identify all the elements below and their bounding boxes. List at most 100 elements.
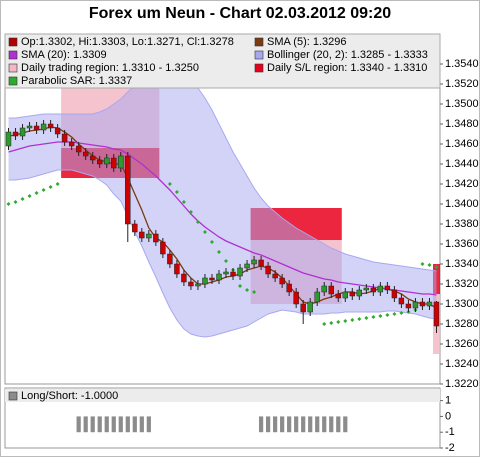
bar	[343, 416, 348, 433]
candle-body	[61, 133, 68, 143]
candle-body	[286, 283, 292, 293]
candle-body	[47, 123, 54, 129]
candle-body	[321, 285, 327, 293]
sar-dot	[209, 240, 214, 244]
sar-dot	[364, 316, 369, 320]
candle-body	[363, 287, 370, 291]
legend-box	[4, 33, 441, 89]
bar	[329, 416, 334, 433]
sar-dot	[174, 190, 179, 194]
overlay: Op:1.3302, Hi:1.3303, Lo:1.3271, Cl:1.32…	[4, 33, 441, 89]
sar-dot	[188, 210, 193, 214]
sar-dot	[252, 290, 257, 294]
candle-body	[111, 157, 117, 169]
bar	[111, 416, 116, 433]
candle-body	[153, 233, 159, 243]
legend-swatch	[8, 37, 18, 47]
sar-dot	[378, 314, 383, 318]
sar-dot	[34, 191, 39, 195]
candle-body	[335, 293, 341, 299]
candle-body	[26, 125, 33, 129]
plot-area	[5, 71, 440, 354]
sar-dot	[27, 194, 32, 198]
legend-swatch	[8, 63, 18, 73]
y-tick-label: 1.3400	[445, 198, 479, 210]
candle-body	[258, 259, 264, 267]
candle-body	[412, 301, 419, 309]
bar	[273, 416, 278, 433]
candle-body	[19, 127, 26, 137]
bar	[90, 416, 95, 433]
candle-body	[307, 301, 313, 313]
bar	[76, 416, 81, 433]
candle-body	[12, 131, 19, 137]
bollinger-fill	[8, 72, 437, 337]
candle-body	[230, 271, 236, 277]
sar-dot	[350, 318, 355, 322]
legend-label: Long/Short: -1.0000	[21, 390, 118, 402]
bar	[146, 416, 151, 433]
y-tick-label: 1.3280	[445, 318, 479, 330]
bar	[139, 416, 144, 433]
y-tick-label: 1.3220	[445, 378, 479, 390]
y-tick-label: 1.3240	[445, 358, 479, 370]
legend-swatch	[8, 76, 18, 86]
candle-body	[89, 155, 96, 161]
candle-body	[391, 289, 398, 299]
legend-swatch	[254, 37, 264, 47]
y-tick-label: 1.3420	[445, 178, 479, 190]
legend-swatch	[254, 50, 264, 60]
candle-body	[356, 289, 363, 297]
bar	[125, 416, 130, 433]
y-tick-label: 1.3500	[445, 98, 479, 110]
candle-body	[279, 277, 285, 285]
sar-dot	[392, 312, 397, 316]
candle-body	[146, 233, 152, 239]
sar-dot	[6, 202, 11, 206]
candle-body	[300, 303, 306, 313]
sar-dot	[195, 220, 200, 224]
candle-body	[272, 273, 278, 279]
sar-dot	[329, 321, 334, 325]
bar	[104, 416, 109, 433]
legend-swatch	[8, 50, 18, 60]
candle-body	[426, 301, 433, 307]
candle-body	[104, 157, 110, 165]
sar-dot	[20, 197, 25, 201]
candle-body	[188, 281, 194, 287]
bar	[258, 416, 264, 433]
candle-body	[251, 259, 257, 265]
y-tick-label: 1.3340	[445, 258, 479, 270]
sma-line	[8, 141, 437, 296]
sar-dot	[202, 230, 207, 234]
legend-label: Parabolic SAR: 1.3337	[21, 75, 132, 87]
candle-body	[54, 127, 61, 135]
y-tick-label: 1.3440	[445, 158, 479, 170]
candle-body	[5, 131, 12, 147]
y-tick-label: 1.3360	[445, 238, 479, 250]
candle-body	[265, 265, 271, 275]
y-tick-label: 1	[445, 395, 451, 407]
candle-body	[181, 273, 187, 283]
legend-label: Daily trading region: 1.3310 - 1.3250	[21, 62, 199, 74]
candle-body	[82, 151, 89, 157]
candle-body	[209, 277, 215, 281]
candle-body	[68, 141, 75, 147]
sar-dot	[55, 182, 60, 186]
chart-title: Forex um Neun - Chart 02.03.2012 09:20	[89, 5, 391, 22]
candle-body	[405, 303, 412, 309]
bar	[97, 416, 102, 433]
candle-body	[237, 267, 243, 277]
candle-body	[75, 145, 82, 153]
candle-body	[349, 291, 356, 297]
sar-dot	[371, 315, 376, 319]
candle-body	[370, 287, 377, 293]
sar-dot	[224, 259, 229, 263]
sma-line	[8, 126, 437, 309]
legend-label: Daily S/L region: 1.3340 - 1.3310	[267, 62, 427, 74]
candle-body	[377, 285, 384, 293]
y-tick-label: 1.3520	[445, 78, 479, 90]
legend-box	[5, 389, 440, 402]
candle-body	[33, 125, 40, 131]
